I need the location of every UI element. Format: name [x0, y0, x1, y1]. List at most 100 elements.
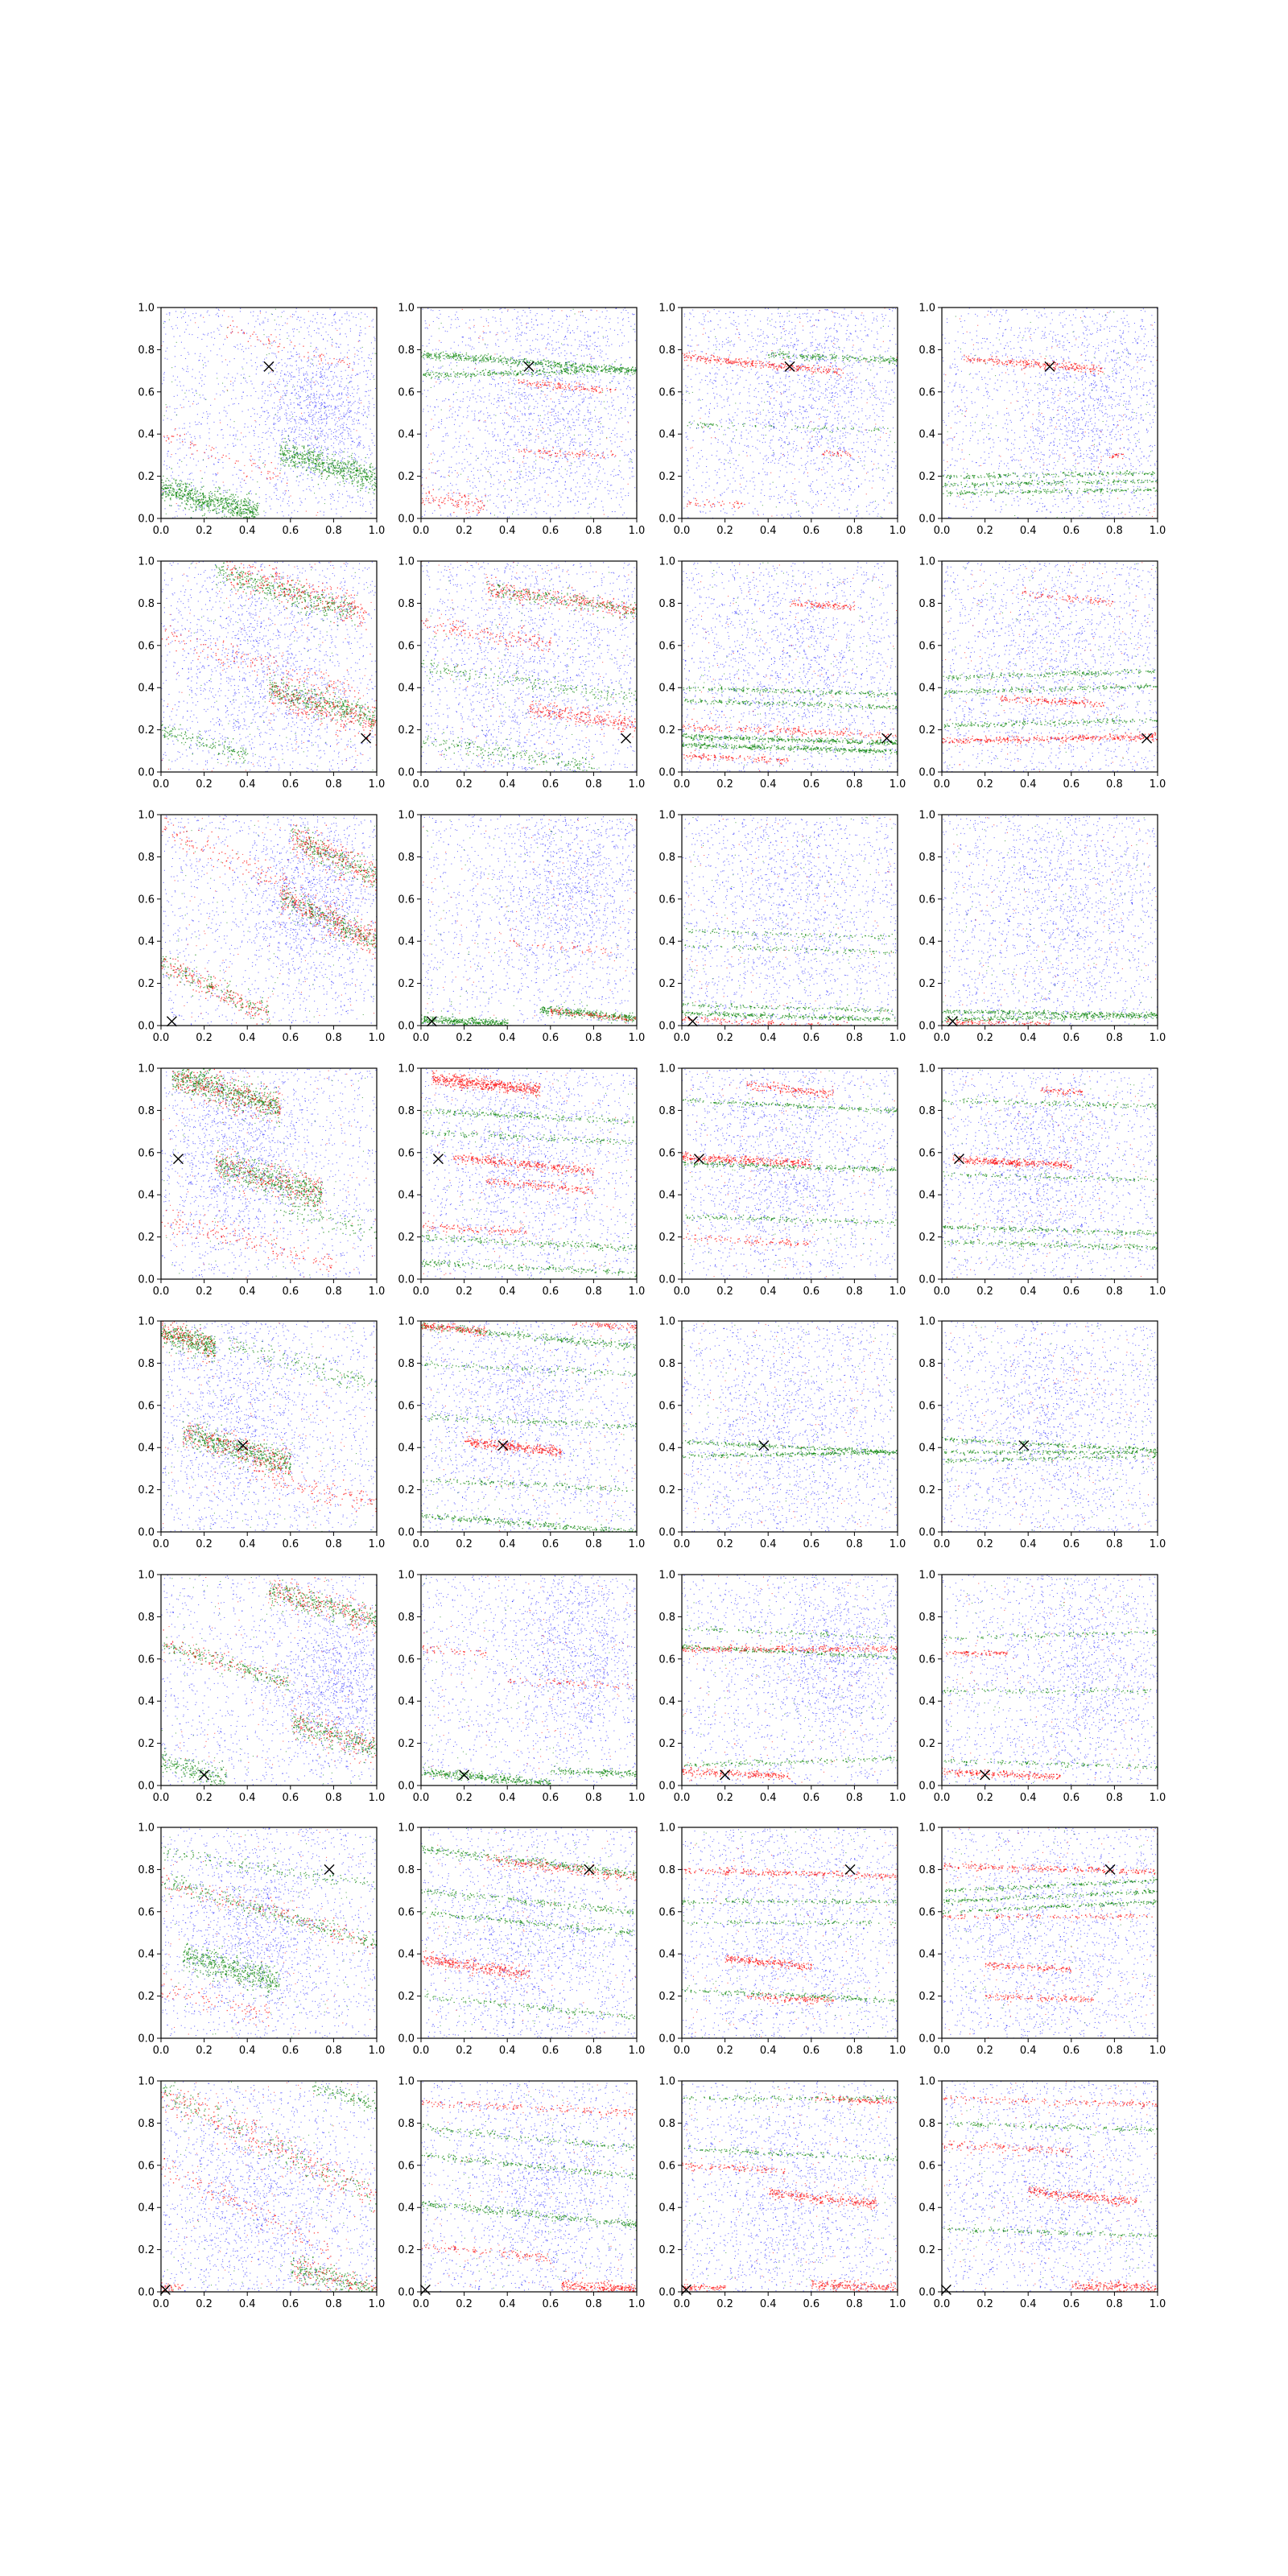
point-blue [554, 323, 555, 324]
point-blue [275, 488, 276, 489]
point-blue [518, 388, 519, 389]
point-green [222, 498, 223, 499]
point-blue [348, 474, 349, 475]
point-blue [341, 386, 342, 387]
point-blue [547, 334, 548, 335]
point-blue [588, 420, 589, 421]
point-blue [506, 339, 507, 340]
point-blue [422, 472, 423, 473]
point-speck [224, 311, 225, 312]
point-green [243, 517, 244, 518]
point-blue [505, 308, 506, 309]
point-blue [360, 326, 361, 327]
point-blue [197, 499, 198, 500]
point-blue [607, 341, 608, 342]
point-blue [326, 414, 327, 415]
point-blue [284, 414, 285, 415]
point-blue [260, 365, 261, 366]
point-blue [269, 387, 270, 388]
point-blue [498, 480, 499, 481]
point-blue [356, 324, 357, 325]
point-speck [318, 434, 319, 435]
point-blue [347, 427, 348, 428]
point-green [222, 508, 223, 509]
point-blue [475, 485, 476, 486]
point-blue [176, 498, 177, 499]
point-green [218, 513, 219, 514]
point-blue [425, 511, 426, 512]
point-red [323, 355, 324, 356]
point-blue [587, 376, 588, 377]
point-blue [331, 387, 332, 388]
point-green [282, 453, 283, 454]
point-speck [271, 314, 272, 315]
point-green [348, 470, 349, 471]
point-green [243, 511, 244, 512]
point-blue [274, 492, 275, 493]
point-blue [577, 482, 578, 483]
point-blue [304, 400, 305, 401]
point-green [286, 457, 287, 458]
point-red [236, 460, 237, 461]
point-blue [552, 350, 553, 351]
point-blue [200, 315, 201, 316]
point-blue [199, 422, 200, 423]
point-blue [278, 430, 279, 431]
point-blue [369, 379, 370, 380]
point-blue [537, 359, 538, 360]
point-blue [621, 450, 622, 451]
point-blue [613, 400, 614, 401]
point-blue [316, 365, 317, 366]
point-blue [584, 332, 585, 333]
point-blue [327, 453, 328, 454]
point-blue [338, 398, 339, 399]
point-speck [196, 393, 197, 394]
point-blue [503, 445, 504, 446]
point-blue [202, 374, 203, 375]
point-blue [318, 355, 319, 356]
point-green [179, 497, 180, 498]
point-blue [519, 472, 520, 473]
point-blue [255, 466, 256, 467]
x-tick-label: 0.2 [196, 525, 213, 537]
point-green [329, 459, 330, 460]
point-blue [621, 345, 622, 346]
point-green [313, 468, 314, 469]
point-blue [531, 327, 532, 328]
point-blue [438, 368, 439, 369]
point-blue [335, 321, 336, 322]
point-blue [493, 484, 494, 485]
point-green [347, 460, 348, 461]
point-green [195, 488, 196, 489]
point-green [197, 490, 198, 491]
point-blue [591, 464, 592, 465]
point-blue [602, 432, 603, 433]
y-tick-label: 1.0 [138, 303, 155, 315]
point-blue [579, 458, 580, 459]
point-blue [318, 421, 319, 422]
point-green [302, 452, 303, 453]
point-blue [281, 408, 282, 409]
point-green [193, 497, 194, 498]
point-green [190, 492, 191, 493]
point-blue [595, 380, 596, 381]
point-blue [216, 481, 217, 482]
point-blue [315, 399, 316, 400]
point-blue [274, 474, 275, 475]
point-blue [209, 315, 210, 316]
point-green [288, 450, 289, 451]
point-blue [315, 414, 316, 415]
point-green [308, 452, 309, 453]
point-blue [555, 485, 556, 486]
point-blue [585, 497, 586, 498]
point-blue [546, 423, 547, 424]
point-blue [204, 334, 205, 335]
point-blue [363, 445, 364, 446]
point-blue [529, 471, 530, 472]
point-blue [339, 417, 340, 418]
point-blue [319, 423, 320, 424]
point-blue [465, 323, 466, 324]
point-blue [366, 462, 367, 463]
point-blue [357, 389, 358, 390]
point-blue [308, 415, 309, 416]
